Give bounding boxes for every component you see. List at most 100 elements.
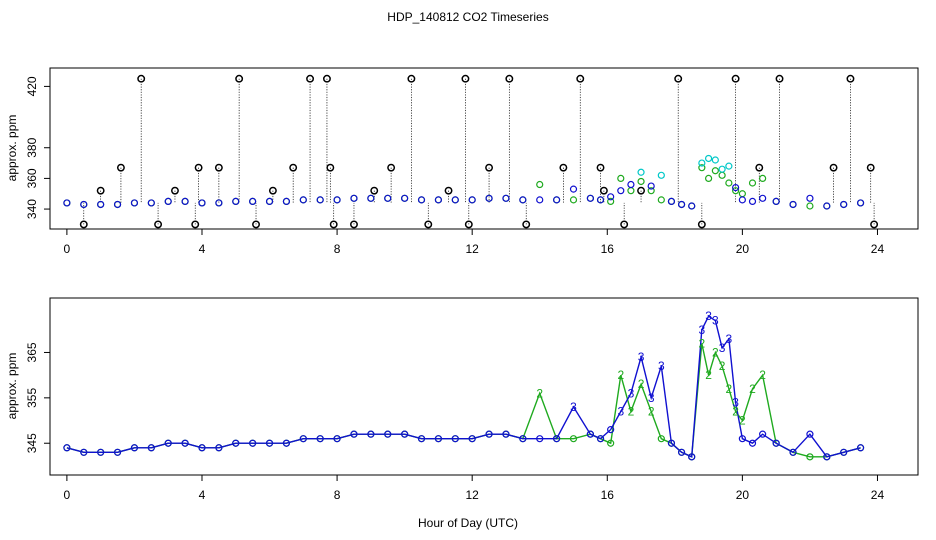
top-series-3-point bbox=[759, 194, 767, 202]
top-outlier-point bbox=[620, 220, 629, 229]
top-outlier-point bbox=[599, 186, 608, 195]
top-outlier-point bbox=[116, 163, 125, 172]
bottom-series-3-point bbox=[265, 439, 274, 447]
top-outlier-point bbox=[596, 163, 605, 172]
top-series-3-point bbox=[718, 165, 726, 173]
top-series-3-point bbox=[333, 196, 341, 204]
bottom-series-2-point bbox=[657, 435, 665, 443]
top-series-2-point bbox=[637, 177, 645, 186]
bottom-series-3-point bbox=[485, 430, 493, 438]
bottom-series-2-point-label: 2 bbox=[648, 404, 655, 418]
bottom-series-2-point-label: 2 bbox=[732, 404, 739, 418]
bottom-series-2-point-label: 2 bbox=[638, 377, 645, 391]
top-series-2-point bbox=[718, 171, 726, 179]
top-series-2-point bbox=[627, 187, 635, 195]
top-outlier-point bbox=[559, 163, 568, 172]
top-series-3-point bbox=[553, 196, 561, 204]
bottom-series-2-point-label: 2 bbox=[749, 382, 756, 396]
top-y-tick-label: 340 bbox=[25, 199, 39, 219]
bottom-series-3-point bbox=[806, 430, 814, 438]
bottom-series-3-point bbox=[688, 453, 696, 461]
top-series-3-point bbox=[569, 185, 578, 193]
top-series-2-point bbox=[536, 180, 544, 189]
top-series-3-point bbox=[607, 193, 615, 201]
top-series-2-point bbox=[806, 202, 814, 210]
bottom-series-3-point bbox=[840, 448, 848, 456]
top-outlier-point bbox=[268, 186, 277, 195]
bottom-series-2-point-label: 2 bbox=[536, 386, 543, 400]
top-series-3-point bbox=[840, 200, 848, 209]
top-outlier-point bbox=[775, 74, 784, 83]
top-series-3-point bbox=[198, 199, 206, 207]
bottom-series-3-point bbox=[759, 430, 767, 438]
bottom-x-tick-label: 8 bbox=[334, 488, 341, 502]
top-plot-frame bbox=[49, 67, 919, 230]
bottom-series-3-point bbox=[468, 435, 476, 443]
top-series-3-point bbox=[738, 196, 746, 204]
top-series-3-point bbox=[130, 199, 139, 207]
top-series-2-point bbox=[704, 174, 713, 182]
x-axis-label: Hour of Day (UTC) bbox=[418, 516, 518, 530]
bottom-series-3-point bbox=[215, 444, 223, 452]
bottom-series-3-point-label: 3 bbox=[705, 309, 712, 323]
top-series-2-point bbox=[647, 187, 655, 195]
bottom-series-3-point bbox=[282, 439, 291, 447]
bottom-series-3-point bbox=[350, 430, 358, 438]
top-outlier-point bbox=[870, 220, 879, 229]
top-series-2-point bbox=[607, 197, 615, 205]
top-outlier-point bbox=[289, 163, 298, 172]
bottom-series-3-point bbox=[519, 435, 527, 443]
top-x-tick-label: 20 bbox=[736, 242, 750, 256]
top-outlier-point bbox=[522, 220, 531, 229]
panel-top: approx. ppm 0 4 8 12 16 20 24 340 360 380 420 bbox=[5, 67, 919, 256]
top-series-3-point bbox=[299, 196, 307, 204]
top-series-3-point bbox=[688, 202, 696, 210]
top-outlier-point bbox=[505, 74, 514, 83]
top-series-2-point bbox=[759, 174, 767, 182]
top-series-3-point bbox=[113, 200, 122, 209]
top-series-3-point bbox=[164, 197, 172, 205]
top-y-tick-label: 420 bbox=[25, 76, 39, 96]
bottom-series-3-point-label: 3 bbox=[648, 391, 655, 405]
top-outlier-point bbox=[444, 186, 453, 195]
top-series-3-point bbox=[215, 199, 223, 207]
top-series-3-point bbox=[97, 200, 105, 209]
bottom-series-2-point-label: 2 bbox=[719, 359, 726, 373]
bottom-series-3-point bbox=[677, 448, 686, 456]
top-x-tick-label: 8 bbox=[334, 242, 341, 256]
bottom-series-2-point-label: 2 bbox=[628, 404, 635, 418]
top-series-3-point bbox=[451, 196, 459, 204]
top-series-3-point bbox=[637, 168, 645, 176]
top-series-2-point bbox=[732, 187, 740, 195]
bottom-series-3-point bbox=[607, 426, 615, 434]
bottom-series-3-point bbox=[316, 435, 324, 443]
top-series-3-point bbox=[698, 159, 706, 167]
bottom-series-3-point bbox=[417, 435, 426, 443]
top-series-2-point bbox=[725, 179, 733, 187]
top-outlier-point bbox=[829, 163, 838, 172]
bottom-series-3-point bbox=[586, 430, 594, 438]
bottom-y-axis-label: approx. ppm bbox=[5, 353, 19, 420]
top-series-3-point bbox=[823, 202, 831, 210]
top-outlier-point bbox=[154, 220, 163, 229]
top-x-tick-label: 4 bbox=[199, 242, 206, 256]
top-series-3-point bbox=[627, 180, 635, 189]
bottom-series-3-point bbox=[333, 435, 341, 443]
bottom-series-3-point bbox=[536, 435, 544, 443]
bottom-series-3-point bbox=[97, 448, 105, 456]
top-series-3-point bbox=[401, 194, 409, 202]
bottom-series-3-point-label: 3 bbox=[719, 341, 726, 355]
top-series-2-point bbox=[711, 167, 719, 175]
bottom-series-3-point bbox=[384, 430, 392, 438]
bottom-series-3-point-label: 3 bbox=[732, 395, 739, 409]
top-outlier-point bbox=[846, 74, 855, 83]
bottom-series-3-point bbox=[80, 448, 88, 456]
bottom-series-3-point-label: 3 bbox=[699, 323, 706, 337]
top-series-3-point bbox=[265, 197, 274, 205]
top-outlier-point bbox=[252, 220, 260, 229]
top-outlier-point bbox=[637, 186, 646, 195]
top-outlier-point bbox=[235, 74, 244, 83]
top-series-3-point bbox=[732, 184, 740, 192]
bottom-series-3-point bbox=[249, 439, 257, 447]
top-outlier-point bbox=[171, 186, 179, 195]
